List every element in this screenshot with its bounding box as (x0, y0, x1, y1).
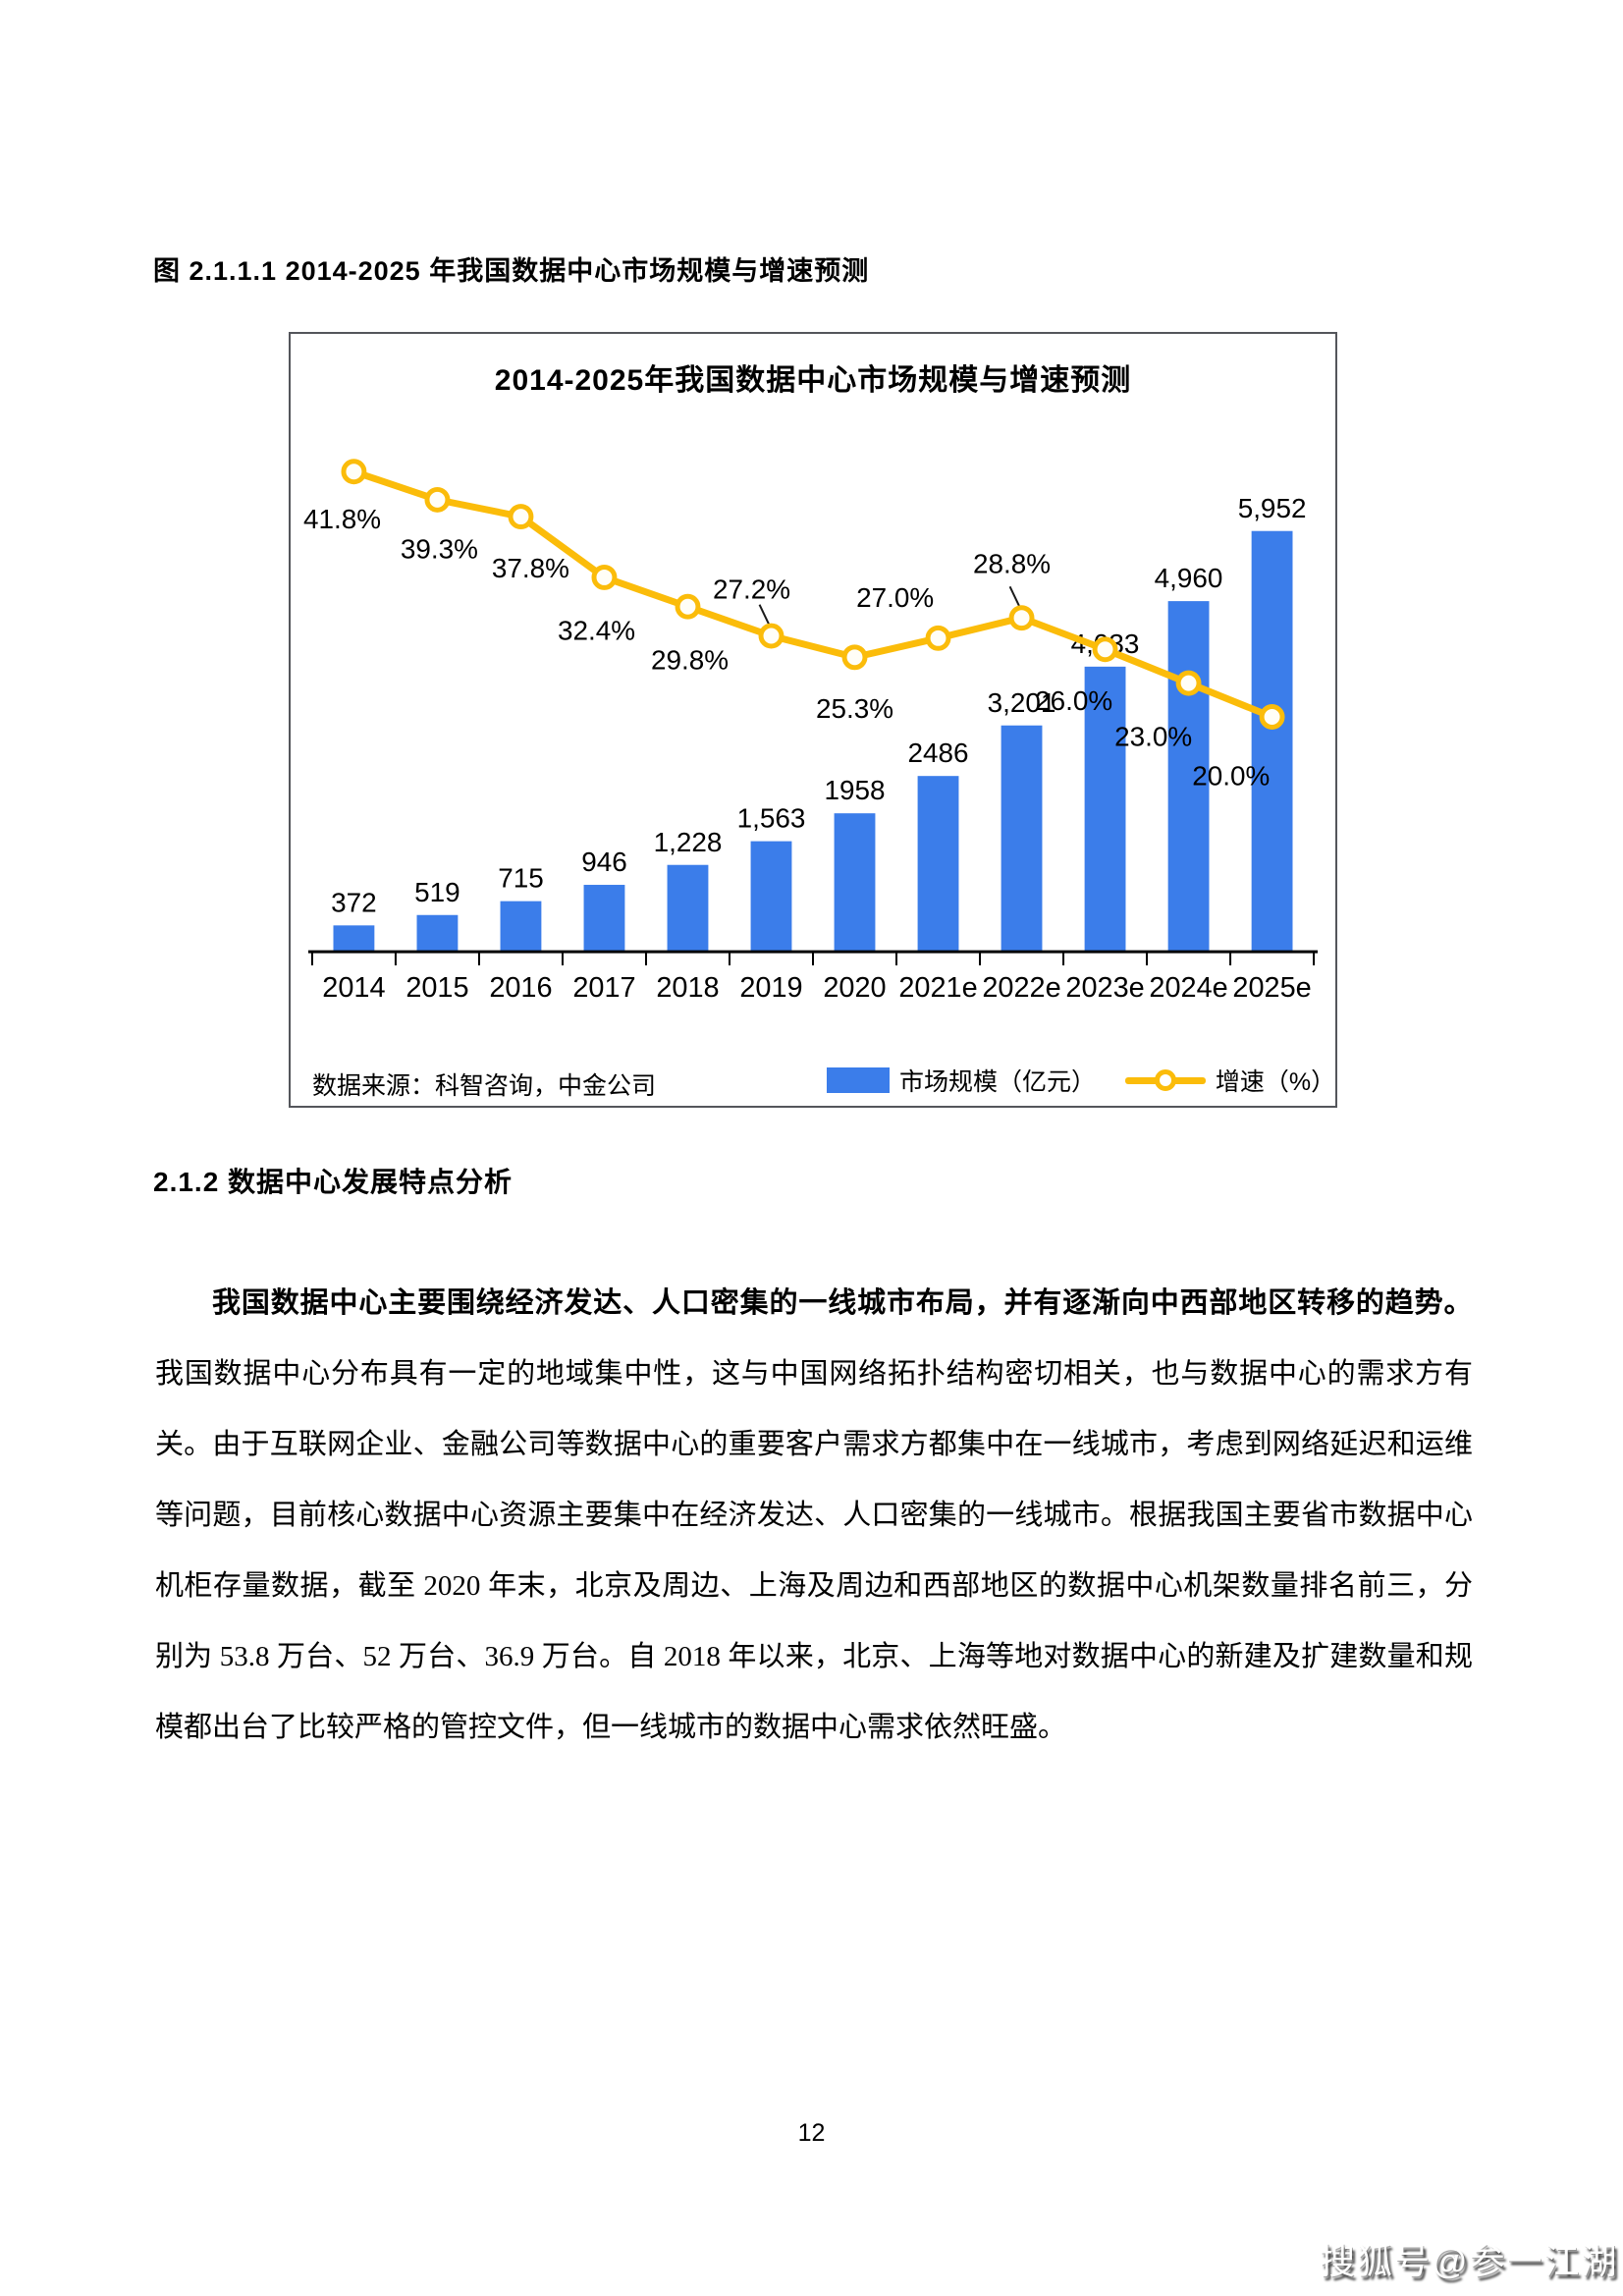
paragraph-body: 我国数据中心分布具有一定的地域集中性，这与中国网络拓扑结构密切相关，也与数据中心… (155, 1358, 1473, 1743)
line-marker (1008, 605, 1035, 631)
watermark: 搜狐号@参一江湖 (1320, 2241, 1619, 2281)
bar (333, 925, 375, 953)
bar-value-label: 4,960 (1155, 563, 1223, 593)
growth-rate-label: 29.8% (651, 644, 729, 675)
section-heading: 2.1.2 数据中心发展特点分析 (153, 1167, 514, 1197)
x-axis-label: 2015 (406, 972, 468, 1004)
growth-rate-label: 37.8% (492, 553, 569, 583)
bar-series-swatch (827, 1067, 890, 1093)
legend-label-growth-rate: 增速（%） (1215, 1068, 1336, 1096)
bar (750, 841, 792, 953)
growth-line (350, 467, 1276, 721)
bar-value-label: 946 (581, 847, 627, 877)
label-leader-line (1008, 585, 1021, 608)
bar-value-label: 3,201 (988, 687, 1056, 718)
bar-value-label: 715 (498, 863, 544, 894)
growth-rate-label: 27.2% (713, 574, 790, 605)
bar (583, 885, 625, 953)
bar (500, 901, 542, 953)
bar (917, 776, 959, 953)
bar (1084, 666, 1126, 953)
growth-rate-label: 39.3% (401, 534, 478, 565)
line-marker (675, 593, 701, 620)
bar (416, 914, 459, 953)
page-number: 12 (797, 2119, 826, 2147)
growth-rate-label: 20.0% (1192, 761, 1270, 792)
chart-svg: 3725197159461,2281,563195824863,2014,033… (303, 459, 1319, 1004)
line-marker (1259, 704, 1285, 730)
bar (1167, 601, 1210, 953)
line-marker (758, 623, 784, 649)
x-axis-label: 2024e (1149, 972, 1227, 1004)
bar-value-label: 1,563 (737, 803, 806, 834)
legend-item-market-size: 市场规模（亿元） (827, 1063, 1096, 1098)
line-marker (341, 459, 367, 485)
legend-label-market-size: 市场规模（亿元） (899, 1068, 1097, 1096)
line-marker (1175, 670, 1202, 696)
bar-value-label: 519 (414, 877, 460, 907)
paragraph-bold-lead: 我国数据中心主要围绕经济发达、人口密集的一线城市布局，并有逐渐向中西部地区转移的… (212, 1287, 1473, 1319)
bar (834, 813, 876, 953)
line-marker (841, 644, 868, 671)
bar-value-label: 372 (331, 887, 377, 917)
bar-value-label: 2486 (908, 738, 969, 768)
bar (667, 864, 709, 953)
x-axis-label: 2019 (739, 972, 802, 1004)
x-axis-label: 2023e (1065, 972, 1144, 1004)
bar-value-label: 5,952 (1238, 493, 1307, 523)
label-leader-line (758, 604, 771, 626)
growth-rate-label: 26.0% (1035, 685, 1112, 716)
x-axis-label: 2017 (572, 972, 635, 1004)
line-marker (591, 564, 618, 590)
x-axis-label: 2018 (656, 972, 719, 1004)
bar (1251, 530, 1293, 953)
x-axis-label: 2025e (1232, 972, 1311, 1004)
growth-rate-label: 27.0% (856, 582, 934, 613)
line-marker (925, 625, 951, 651)
x-axis-label: 2022e (982, 972, 1060, 1004)
growth-rate-label: 32.4% (558, 616, 635, 646)
x-axis-label: 2016 (489, 972, 552, 1004)
line-marker (424, 486, 451, 513)
line-series-swatch (1125, 1076, 1206, 1084)
growth-rate-label: 23.0% (1114, 721, 1192, 751)
bar (1001, 725, 1043, 953)
bar-value-label: 1958 (824, 775, 885, 805)
x-axis-label: 2020 (823, 972, 886, 1004)
line-marker (1092, 636, 1118, 663)
bar-value-label: 1,228 (654, 827, 723, 857)
x-axis-label: 2021e (898, 972, 977, 1004)
body-paragraph: 我国数据中心主要围绕经济发达、人口密集的一线城市布局，并有逐渐向中西部地区转移的… (155, 1268, 1473, 1763)
chart-title: 2014-2025年我国数据中心市场规模与增速预测 (494, 364, 1132, 397)
chart-frame: 2014-2025年我国数据中心市场规模与增速预测 372 519 715 946 1,… (289, 332, 1337, 1108)
figure-caption: 图 2.1.1.1 2014-2025 年我国数据中心市场规模与增速预测 (153, 256, 870, 286)
legend-item-growth-rate: 增速（%） (1125, 1063, 1335, 1098)
growth-rate-label: 25.3% (816, 693, 893, 724)
line-marker (508, 504, 534, 530)
x-axis-label: 2014 (322, 972, 385, 1004)
growth-rate-label: 28.8% (973, 548, 1051, 578)
chart-source: 数据来源：科智咨询，中金公司 (312, 1072, 657, 1100)
growth-rate-label: 41.8% (303, 504, 381, 534)
